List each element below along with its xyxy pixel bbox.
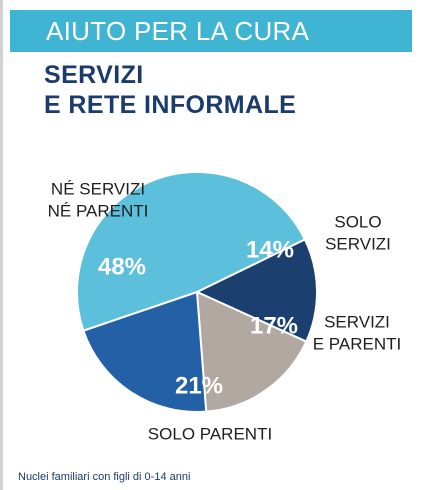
chart-title: SERVIZI E RETE INFORMALE: [44, 60, 404, 120]
slice-percent-label: 48%: [98, 253, 146, 280]
slice-category-label-line: NÉ SERVIZI: [51, 179, 145, 198]
slice-category-label: SOLO PARENTI: [148, 424, 272, 443]
banner-title: AIUTO PER LA CURA: [46, 16, 310, 46]
slice-category-label-line: SERVIZI: [325, 234, 391, 253]
slice-category-label-line: SOLO: [334, 212, 381, 231]
pie-slice: [194, 238, 318, 343]
slice-category-label-line: E PARENTI: [313, 334, 401, 353]
pie-slice: [82, 290, 208, 414]
left-rule: [0, 0, 3, 490]
slice-category-label-line: SOLO PARENTI: [148, 424, 272, 443]
footnote: Nuclei familiari con figli di 0-14 anni: [18, 471, 191, 483]
slice-category-label: SERVIZI E PARENTI: [313, 312, 401, 353]
chart-title-line-1: SERVIZI: [44, 61, 144, 89]
pie-slice: [195, 290, 308, 413]
section-banner: [10, 10, 412, 52]
slice-percent-label: 21%: [175, 372, 223, 399]
slice-category-label: SOLO SERVIZI: [325, 212, 391, 253]
slice-percent-label: 14%: [246, 236, 294, 263]
slice-percent-label: 17%: [250, 312, 298, 339]
chart-title-line-2: E RETE INFORMALE: [44, 91, 297, 119]
slice-category-label-line: NÉ PARENTI: [48, 201, 149, 220]
slice-category-label: NÉ SERVIZI NÉ PARENTI: [48, 179, 149, 220]
pie-slice: [76, 170, 307, 332]
slice-category-label-line: SERVIZI: [324, 312, 390, 331]
